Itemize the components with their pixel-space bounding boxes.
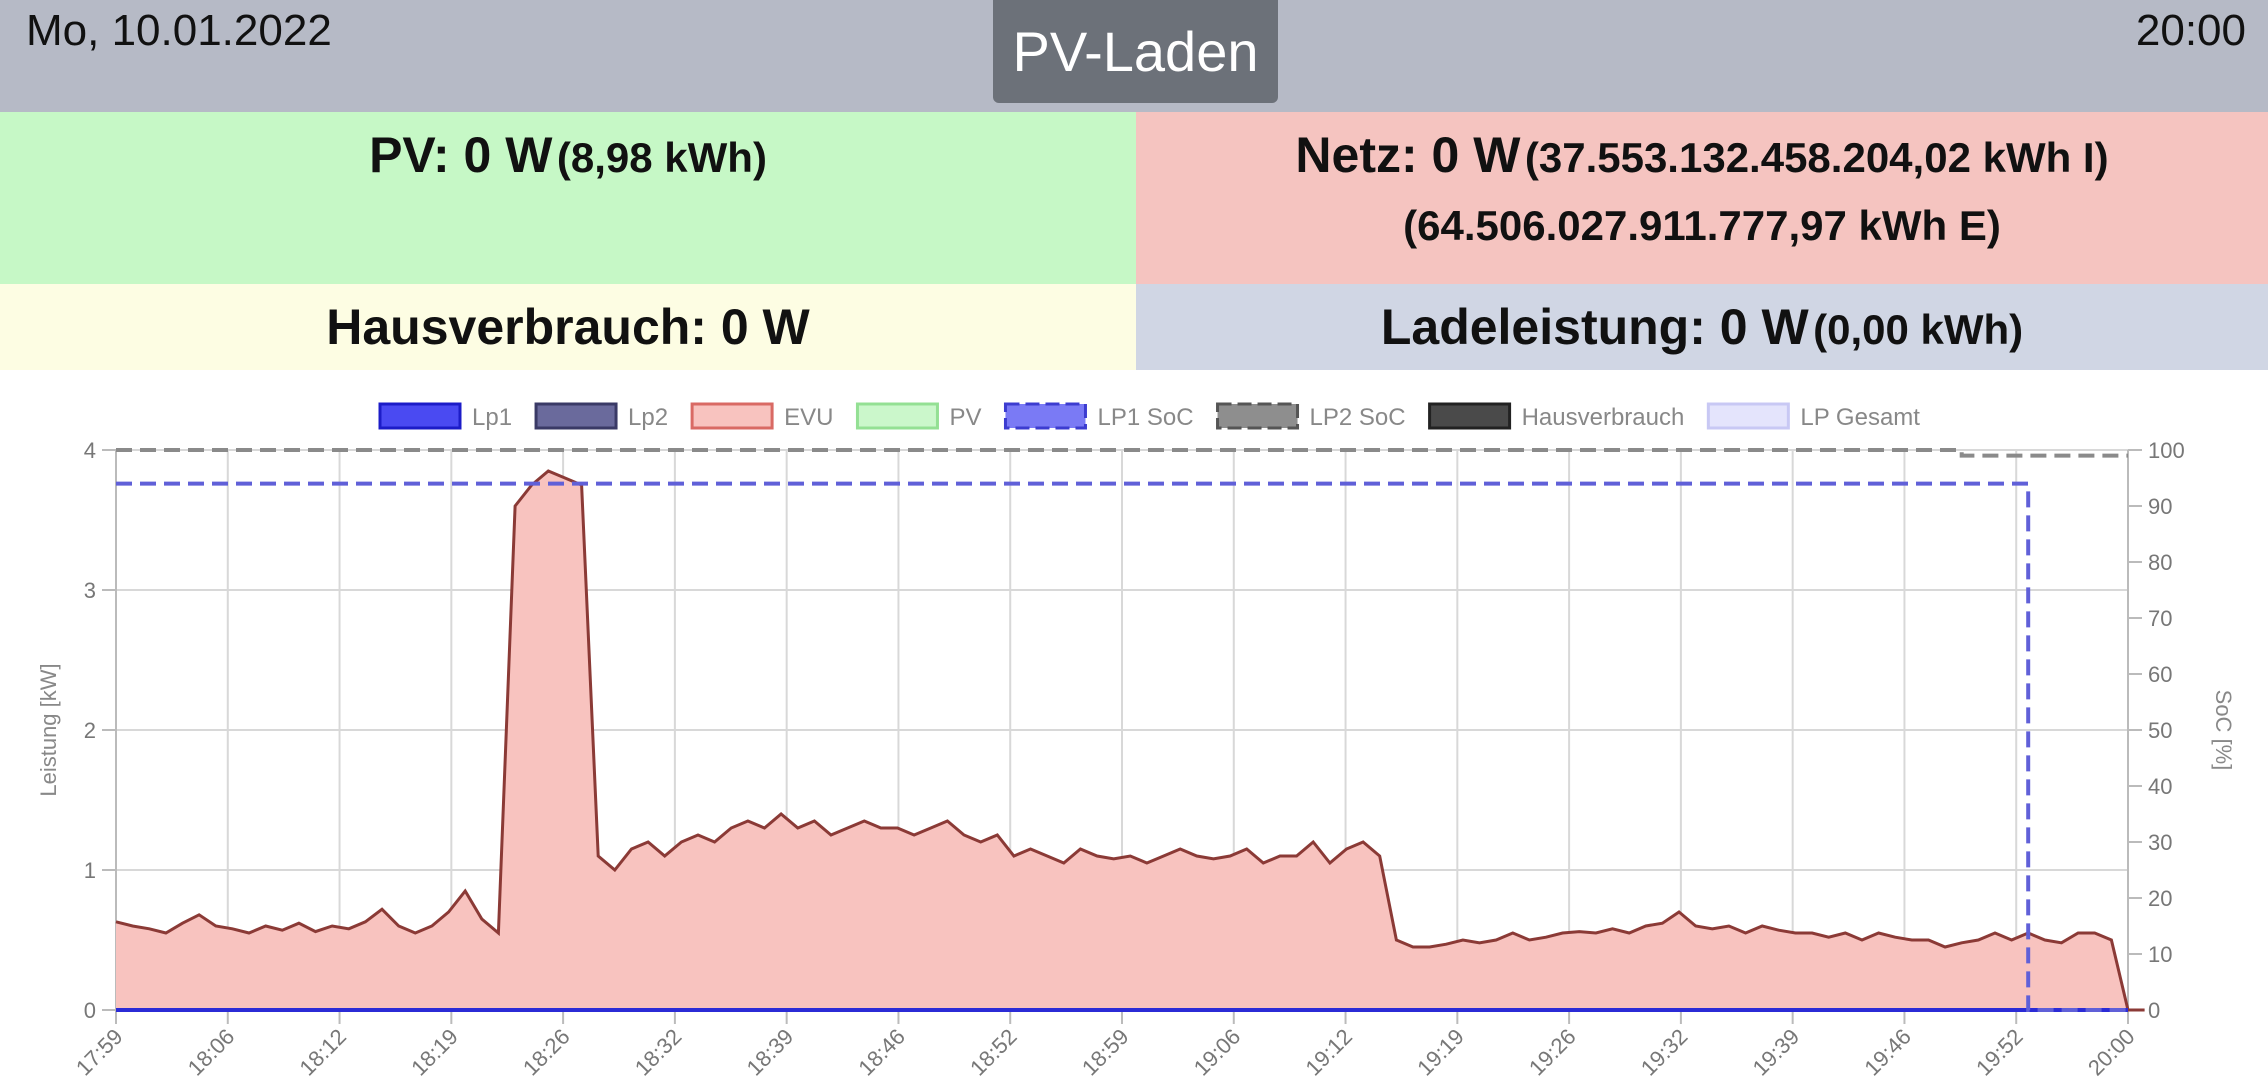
series-evu-area <box>116 471 2145 1010</box>
legend-item-lp1-soc: LP1 SoC <box>1003 402 1194 431</box>
y2-tick-label: 20 <box>2148 886 2172 911</box>
x-tick-label: 19:32 <box>1636 1024 1693 1081</box>
x-tick-label: 18:06 <box>183 1024 240 1081</box>
series-lp1-soc-line <box>116 481 2128 1012</box>
legend-swatch <box>1216 402 1300 430</box>
y2-tick-label: 50 <box>2148 718 2172 743</box>
house-consumption: Hausverbrauch: 0 W <box>326 299 810 355</box>
legend-label: Lp2 <box>628 404 668 431</box>
y-tick-label: 3 <box>84 578 96 603</box>
time-display: 20:00 <box>2135 6 2246 55</box>
legend-item-evu: EVU <box>690 402 833 431</box>
grid-export-energy: (64.506.027.911.777,97 kWh E) <box>1403 202 2001 249</box>
charge-mode-button[interactable]: PV-Laden <box>993 0 1278 103</box>
pv-energy: (8,98 kWh) <box>556 134 767 181</box>
x-tick-label: 19:46 <box>1859 1024 1916 1081</box>
y2-tick-label: 0 <box>2148 998 2160 1023</box>
x-tick-label: 18:19 <box>406 1024 463 1081</box>
y2-tick-label: 10 <box>2148 942 2172 967</box>
date-display: Mo, 10.01.2022 <box>26 6 332 55</box>
legend-label: Lp1 <box>472 404 512 431</box>
y2-tick-label: 30 <box>2148 830 2172 855</box>
series-lp2-soc-line <box>116 448 2128 458</box>
x-tick-label: 18:46 <box>853 1024 910 1081</box>
y2-tick-label: 60 <box>2148 662 2172 687</box>
charging-panel: Ladeleistung: 0 W (0,00 kWh) <box>1136 284 2268 370</box>
legend-label: Hausverbrauch <box>1522 404 1685 431</box>
y-axis-title: Leistung [kW] <box>36 663 61 796</box>
x-tick-label: 20:00 <box>2083 1024 2140 1081</box>
legend-label: PV <box>949 404 981 431</box>
x-tick-label: 18:12 <box>294 1024 351 1081</box>
house-consumption-panel: Hausverbrauch: 0 W <box>0 284 1136 370</box>
y2-tick-label: 90 <box>2148 494 2172 519</box>
x-tick-label: 17:59 <box>71 1024 128 1081</box>
legend-label: LP1 SoC <box>1097 404 1193 431</box>
legend-item-hausverbrauch: Hausverbrauch <box>1428 402 1685 431</box>
legend-swatch <box>690 402 774 430</box>
y-tick-label: 2 <box>84 718 96 743</box>
legend-item-lp-gesamt: LP Gesamt <box>1706 402 1920 431</box>
grid-panel: Netz: 0 W (37.553.132.458.204,02 kWh I) … <box>1136 112 2268 284</box>
grid-power: Netz: 0 W <box>1295 127 1521 183</box>
y-tick-label: 0 <box>84 998 96 1023</box>
x-tick-label: 18:52 <box>965 1024 1022 1081</box>
x-tick-label: 19:06 <box>1189 1024 1246 1081</box>
legend-swatch <box>855 402 939 430</box>
y-tick-label: 1 <box>84 858 96 883</box>
y2-tick-label: 40 <box>2148 774 2172 799</box>
x-tick-label: 18:26 <box>518 1024 575 1081</box>
legend-swatch <box>1706 402 1790 430</box>
legend-item-lp2: Lp2 <box>534 402 668 431</box>
x-tick-label: 18:32 <box>630 1024 687 1081</box>
x-tick-label: 19:39 <box>1748 1024 1805 1081</box>
charging-power: Ladeleistung: 0 W <box>1380 299 1809 355</box>
y2-tick-label: 70 <box>2148 606 2172 631</box>
legend-item-lp2-soc: LP2 SoC <box>1216 402 1406 431</box>
x-tick-label: 19:52 <box>1971 1024 2028 1081</box>
x-tick-label: 18:39 <box>742 1024 799 1081</box>
x-tick-label: 19:12 <box>1300 1024 1357 1081</box>
legend-label: LP Gesamt <box>1800 404 1920 431</box>
legend-label: EVU <box>784 404 833 431</box>
grid-import-energy: (37.553.132.458.204,02 kWh I) <box>1524 134 2109 181</box>
legend-item-pv: PV <box>855 402 981 431</box>
charging-energy: (0,00 kWh) <box>1813 306 2024 353</box>
legend-swatch <box>1428 402 1512 430</box>
legend-swatch <box>1003 402 1087 430</box>
x-tick-label: 18:59 <box>1077 1024 1134 1081</box>
top-bar: Mo, 10.01.2022 PV-Laden 20:00 <box>0 0 2268 112</box>
legend-swatch <box>534 402 618 430</box>
y2-tick-label: 80 <box>2148 550 2172 575</box>
legend-item-lp1: Lp1 <box>378 402 512 431</box>
power-chart: Lp1 Lp2 EVU PV LP1 SoC LP2 SoC Hausverbrauch LP… <box>36 402 2236 1081</box>
x-tick-label: 19:26 <box>1524 1024 1581 1081</box>
legend-swatch <box>378 402 462 430</box>
y2-axis-title: SoC [%] <box>2211 690 2236 771</box>
pv-panel: PV: 0 W (8,98 kWh) <box>0 112 1136 284</box>
x-tick-label: 19:19 <box>1412 1024 1469 1081</box>
y-tick-label: 4 <box>84 438 96 463</box>
pv-power: PV: 0 W <box>369 127 553 183</box>
y2-tick-label: 100 <box>2148 438 2185 463</box>
legend-label: LP2 SoC <box>1310 404 1406 431</box>
